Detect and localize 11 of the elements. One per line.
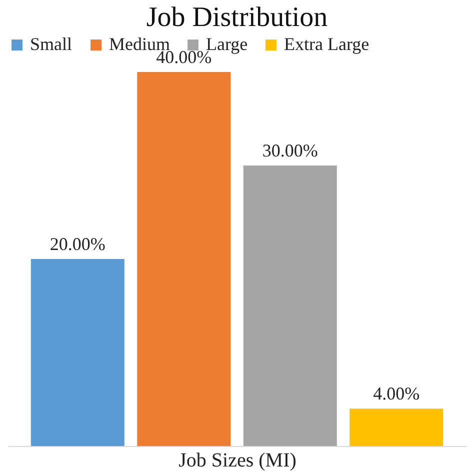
x-axis-title: Job Sizes (MI) (178, 450, 296, 472)
data-label: 30.00% (262, 140, 318, 160)
legend-label: Small (30, 34, 72, 54)
bar (350, 408, 444, 446)
data-label: 20.00% (50, 234, 106, 254)
legend-label: Extra Large (284, 34, 370, 54)
data-label: 4.00% (373, 384, 420, 404)
chart-title: Job Distribution (146, 2, 328, 33)
bar (137, 72, 231, 446)
bar (243, 166, 337, 446)
bar (30, 259, 124, 446)
